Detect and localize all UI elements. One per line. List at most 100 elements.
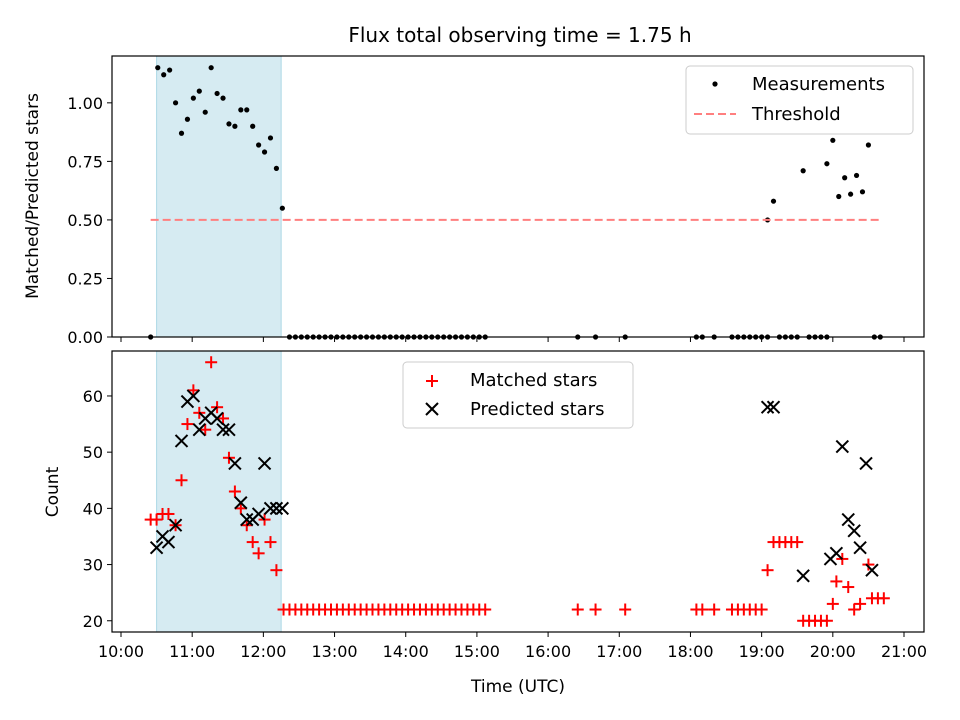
predicted-point: [240, 512, 254, 527]
predicted-point: [859, 456, 873, 471]
legend-threshold-label: Threshold: [751, 104, 841, 125]
x-tick-label: 15:00: [454, 642, 500, 661]
top-panel: Flux total observing time = 1.75 h 0.000…: [23, 23, 925, 347]
measurement-point: [208, 65, 214, 71]
measurement-point: [267, 135, 274, 141]
top-y-axis-label: Matched/Predicted stars: [23, 93, 43, 299]
predicted-point: [174, 434, 189, 448]
matched-point: [619, 603, 632, 616]
matched-point: [862, 558, 875, 571]
measurement-point: [800, 168, 806, 174]
measurement-point: [184, 116, 191, 122]
measurement-point: [155, 65, 161, 71]
measurement-point: [226, 121, 232, 127]
measurement-point: [848, 191, 854, 197]
legend-measurements-label: Measurements: [752, 74, 885, 95]
measurement-point: [167, 67, 173, 73]
x-tick-label: 14:00: [383, 642, 429, 661]
predicted-point: [275, 501, 290, 516]
measurement-point: [220, 95, 226, 101]
x-tick-label: 13:00: [311, 642, 357, 661]
predicted-point: [835, 439, 850, 454]
predicted-point: [251, 507, 266, 521]
x-tick-label: 17:00: [596, 642, 642, 661]
measurement-point: [161, 72, 167, 78]
predicted-point: [865, 563, 879, 577]
measurement-point: [261, 149, 268, 155]
top-legend-box: [685, 65, 914, 135]
matched-point: [270, 564, 283, 577]
measurement-point: [214, 90, 220, 97]
measurement-point: [172, 100, 179, 106]
measurement-point: [250, 123, 256, 129]
predicted-point: [216, 422, 230, 437]
matched-point: [708, 603, 721, 616]
matched-point: [589, 603, 602, 616]
x-tick-label: 19:00: [739, 642, 785, 661]
y-tick-label: 40: [83, 499, 103, 518]
y-tick-label: 0.25: [67, 269, 103, 288]
matched-point: [877, 592, 890, 605]
measurement-point: [202, 109, 208, 115]
matched-point: [246, 536, 259, 549]
predicted-point: [161, 535, 176, 549]
bottom-plot-area: 10:00 11:00 12:00 13:00 14:00 15:00 16:00 17:00…: [83, 350, 927, 661]
matched-point: [571, 603, 584, 616]
legend-measurements-marker: [712, 81, 718, 87]
measurement-point: [859, 189, 866, 195]
matched-point: [696, 603, 709, 616]
x-tick-label: 16:00: [525, 642, 571, 661]
x-tick-label: 20:00: [810, 642, 856, 661]
measurement-point: [279, 205, 285, 211]
matched-point: [848, 603, 861, 616]
measurement-point: [836, 193, 842, 200]
measurement-point: [842, 175, 848, 181]
legend-matched-label: Matched stars: [470, 370, 597, 391]
measurement-point: [273, 165, 280, 171]
matched-point: [791, 536, 804, 549]
y-tick-label: 20: [83, 612, 103, 631]
matched-point: [842, 581, 855, 594]
predicted-point: [186, 389, 201, 403]
matched-point: [234, 502, 247, 515]
matched-point: [264, 536, 277, 549]
measurement-point: [196, 88, 202, 94]
x-tick-label: 21:00: [881, 642, 927, 661]
top-axes-frame: [111, 55, 925, 338]
predicted-point: [168, 518, 183, 532]
matched-point: [175, 474, 188, 487]
predicted-point: [853, 540, 867, 555]
matched-point: [217, 412, 230, 425]
x-tick-label: 11:00: [169, 642, 215, 661]
bottom-panel: 10:00 11:00 12:00 13:00 14:00 15:00 16:00 17:00…: [43, 350, 927, 697]
predicted-point: [796, 569, 810, 583]
predicted-point: [269, 501, 284, 516]
measurement-point: [244, 107, 250, 113]
y-tick-label: 1.00: [67, 94, 103, 113]
x-tick-label: 12:00: [240, 642, 286, 661]
matched-point: [826, 597, 839, 610]
top-plot-area: 0.00 0.25 0.50 0.75 1.00: [67, 55, 905, 347]
matched-point: [150, 513, 163, 526]
matched-point: [479, 603, 492, 616]
y-tick-label: 50: [83, 443, 103, 462]
matched-point: [854, 597, 867, 610]
legend-matched-marker: [426, 375, 438, 387]
top-legend: Measurements Threshold: [685, 65, 914, 135]
shaded-span: [156, 55, 282, 338]
matched-point: [162, 507, 175, 520]
matched-point: [205, 356, 218, 369]
x-tick-label: 10:00: [98, 642, 144, 661]
bottom-y-axis-label: Count: [43, 466, 63, 517]
predicted-point: [210, 411, 224, 426]
y-tick-label: 0.00: [67, 328, 103, 347]
predicted-point: [257, 456, 272, 471]
measurement-point: [178, 130, 185, 136]
predicted-point: [149, 540, 164, 555]
matched-point: [181, 418, 194, 431]
bottom-legend-box: [402, 361, 634, 429]
bottom-legend: Matched stars Predicted stars: [402, 361, 634, 429]
y-tick-label: 0.75: [67, 152, 103, 171]
